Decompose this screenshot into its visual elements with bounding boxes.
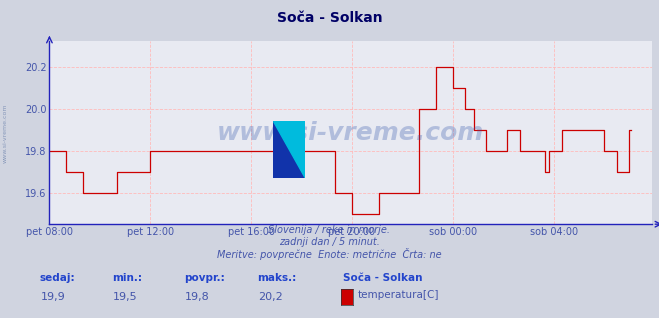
Polygon shape bbox=[273, 121, 305, 178]
Text: temperatura[C]: temperatura[C] bbox=[358, 290, 440, 300]
Text: Soča - Solkan: Soča - Solkan bbox=[343, 273, 422, 283]
Text: Meritve: povprečne  Enote: metrične  Črta: ne: Meritve: povprečne Enote: metrične Črta:… bbox=[217, 248, 442, 260]
Text: povpr.:: povpr.: bbox=[185, 273, 225, 283]
Text: 19,5: 19,5 bbox=[113, 292, 138, 301]
Text: 20,2: 20,2 bbox=[258, 292, 283, 301]
Polygon shape bbox=[273, 121, 305, 178]
Text: www.si-vreme.com: www.si-vreme.com bbox=[3, 104, 8, 163]
Text: www.si-vreme.com: www.si-vreme.com bbox=[217, 121, 484, 145]
Text: 19,8: 19,8 bbox=[185, 292, 210, 301]
Text: Slovenija / reke in morje.: Slovenija / reke in morje. bbox=[268, 225, 391, 235]
Text: maks.:: maks.: bbox=[257, 273, 297, 283]
Text: 19,9: 19,9 bbox=[40, 292, 65, 301]
Text: Soča - Solkan: Soča - Solkan bbox=[277, 11, 382, 25]
Text: sedaj:: sedaj: bbox=[40, 273, 75, 283]
Text: zadnji dan / 5 minut.: zadnji dan / 5 minut. bbox=[279, 238, 380, 247]
Polygon shape bbox=[273, 121, 305, 178]
Text: min.:: min.: bbox=[112, 273, 142, 283]
